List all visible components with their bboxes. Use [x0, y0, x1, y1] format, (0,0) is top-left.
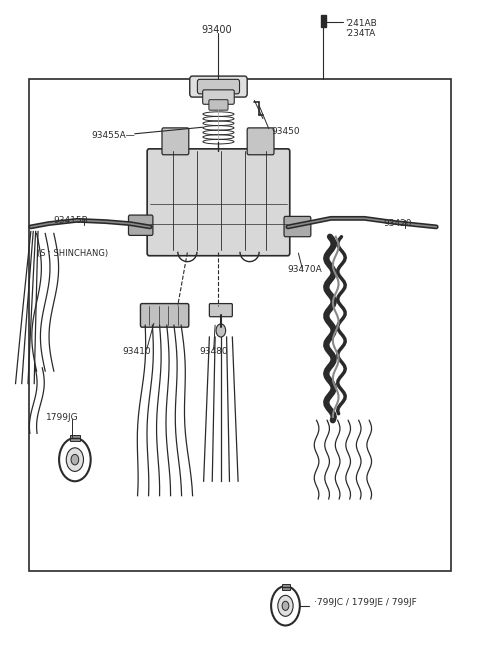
Circle shape — [71, 455, 79, 465]
FancyBboxPatch shape — [129, 215, 153, 235]
Text: 93455A—: 93455A— — [92, 131, 135, 139]
FancyBboxPatch shape — [190, 76, 247, 97]
FancyBboxPatch shape — [209, 100, 228, 110]
Bar — [322, 15, 326, 27]
FancyBboxPatch shape — [284, 216, 311, 237]
FancyBboxPatch shape — [197, 79, 240, 94]
Circle shape — [282, 601, 289, 610]
Text: 93415B: 93415B — [53, 215, 88, 225]
FancyBboxPatch shape — [203, 90, 234, 104]
FancyBboxPatch shape — [162, 128, 189, 155]
Text: ·799JC / 1799JE / 799JF: ·799JC / 1799JE / 799JF — [314, 598, 417, 607]
Bar — [29, 79, 451, 571]
Bar — [70, 435, 80, 442]
Text: 93400: 93400 — [202, 25, 232, 35]
Text: (S : SHINCHANG): (S : SHINCHANG) — [36, 248, 108, 258]
Circle shape — [66, 448, 84, 472]
Text: 93470A: 93470A — [288, 265, 323, 274]
Circle shape — [216, 324, 226, 337]
Text: '241AB: '241AB — [345, 19, 377, 28]
Circle shape — [278, 595, 293, 616]
Text: 1799JG: 1799JG — [46, 413, 79, 422]
FancyBboxPatch shape — [141, 304, 189, 327]
Text: 93450: 93450 — [271, 127, 300, 136]
FancyBboxPatch shape — [247, 128, 274, 155]
Text: '234TA: '234TA — [345, 29, 375, 38]
Bar — [282, 584, 290, 590]
FancyBboxPatch shape — [147, 149, 290, 256]
Text: 93480: 93480 — [199, 347, 228, 356]
Text: 93420: 93420 — [384, 219, 412, 228]
Text: 93410: 93410 — [123, 347, 151, 356]
FancyBboxPatch shape — [209, 304, 232, 317]
